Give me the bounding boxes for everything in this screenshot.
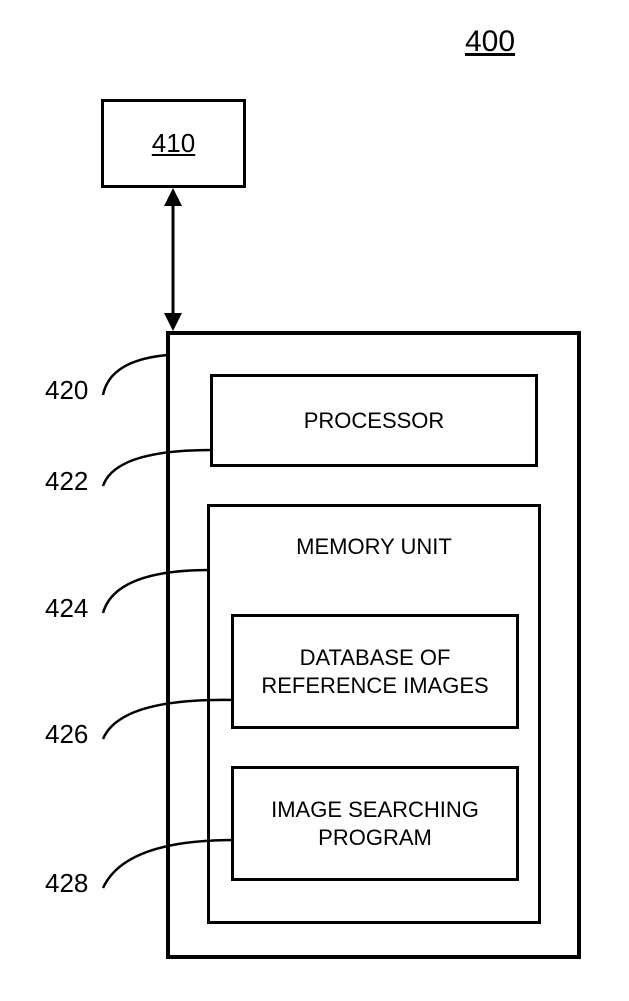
processor-box: PROCESSOR (210, 374, 538, 467)
label-422: 422 (45, 466, 88, 497)
box-410-label: 410 (152, 127, 195, 160)
figure-number-text: 400 (465, 25, 515, 58)
label-422-text: 422 (45, 466, 88, 496)
label-424-text: 424 (45, 593, 88, 623)
database-line2: REFERENCE IMAGES (261, 672, 488, 700)
database-box: DATABASE OF REFERENCE IMAGES (231, 614, 519, 729)
label-428-text: 428 (45, 868, 88, 898)
image-searching-box: IMAGE SEARCHING PROGRAM (231, 766, 519, 881)
label-424: 424 (45, 593, 88, 624)
database-line1: DATABASE OF (300, 644, 451, 672)
box-410: 410 (101, 99, 246, 188)
double-arrow (164, 188, 182, 331)
figure-number: 400 (465, 25, 515, 59)
label-426: 426 (45, 719, 88, 750)
image-searching-line2: PROGRAM (318, 824, 432, 852)
image-searching-line1: IMAGE SEARCHING (271, 796, 479, 824)
processor-text: PROCESSOR (304, 407, 445, 435)
memory-unit-title: MEMORY UNIT (296, 533, 452, 561)
label-420: 420 (45, 375, 88, 406)
label-426-text: 426 (45, 719, 88, 749)
label-428: 428 (45, 868, 88, 899)
label-420-text: 420 (45, 375, 88, 405)
